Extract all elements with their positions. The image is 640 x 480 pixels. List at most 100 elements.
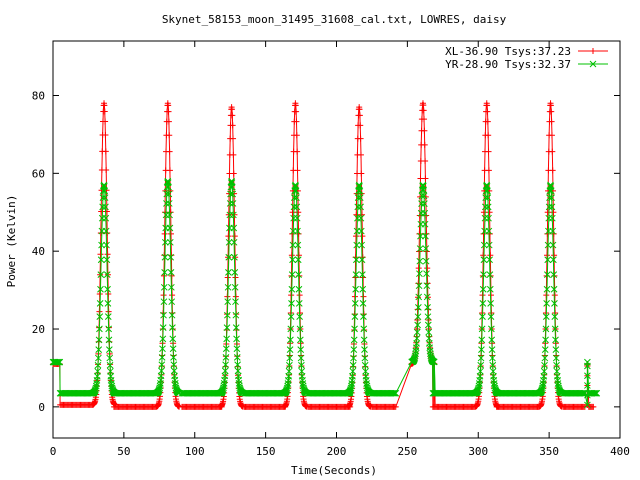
data-point <box>352 256 360 264</box>
data-point <box>232 298 239 306</box>
data-point <box>360 313 367 320</box>
series-line <box>53 103 594 409</box>
data-point <box>542 336 549 344</box>
x-tick-label: 100 <box>185 445 205 458</box>
data-point <box>488 325 495 333</box>
data-point <box>424 265 431 272</box>
data-point <box>354 203 362 211</box>
x-tick-label: 200 <box>327 445 347 458</box>
data-point <box>485 214 492 222</box>
data-point <box>105 325 112 333</box>
data-point <box>413 334 421 342</box>
data-point <box>225 238 233 246</box>
data-point <box>102 203 109 211</box>
data-point <box>288 300 295 307</box>
data-point <box>415 282 423 290</box>
data-point <box>169 335 177 343</box>
data-point <box>482 194 490 201</box>
y-tick-label: 80 <box>32 89 45 102</box>
data-point <box>158 361 166 369</box>
data-point <box>228 177 235 185</box>
data-point <box>584 401 591 409</box>
data-point <box>297 354 305 362</box>
data-point <box>547 187 555 195</box>
data-point <box>480 271 487 278</box>
data-point <box>168 230 175 237</box>
data-point <box>102 118 109 125</box>
data-point <box>480 241 488 249</box>
data-point <box>227 190 234 198</box>
data-point <box>486 271 494 278</box>
data-point <box>551 325 559 333</box>
data-point <box>551 300 558 307</box>
data-point <box>423 230 430 237</box>
data-point <box>356 194 364 201</box>
series-line <box>53 180 597 406</box>
data-point <box>356 187 364 195</box>
data-point <box>421 116 428 123</box>
data-point <box>477 361 485 369</box>
data-point <box>286 354 294 362</box>
data-point <box>477 354 485 362</box>
data-point <box>289 241 297 249</box>
data-point <box>424 321 432 329</box>
data-point <box>223 311 231 319</box>
x-tick-label: 300 <box>468 445 488 458</box>
data-point <box>543 300 550 307</box>
legend-entry-marker <box>590 48 596 54</box>
data-point <box>165 102 172 109</box>
data-point <box>221 367 229 375</box>
data-point <box>225 233 232 240</box>
data-point <box>166 238 174 246</box>
data-point <box>478 325 486 333</box>
data-point <box>416 270 423 278</box>
data-point <box>357 135 364 142</box>
data-point <box>169 324 176 331</box>
data-point <box>98 241 105 249</box>
data-point <box>361 346 368 353</box>
data-point <box>418 192 426 200</box>
data-point <box>481 203 489 211</box>
data-point <box>479 292 486 299</box>
data-point <box>420 192 428 200</box>
data-point <box>483 183 490 190</box>
data-point <box>228 183 236 191</box>
series-yr <box>49 177 601 409</box>
data-point <box>287 325 295 333</box>
data-point <box>545 203 553 211</box>
data-point <box>584 358 591 366</box>
data-point <box>413 328 421 336</box>
data-point <box>97 285 104 293</box>
data-point <box>423 282 431 290</box>
data-point <box>416 212 423 219</box>
data-point <box>165 118 172 125</box>
data-point <box>230 238 238 246</box>
data-point <box>104 230 111 237</box>
data-point <box>415 265 422 272</box>
data-point <box>164 177 172 185</box>
data-point <box>424 313 432 321</box>
data-point <box>105 346 113 353</box>
data-point <box>231 269 239 276</box>
data-point <box>169 345 177 353</box>
data-point <box>225 211 232 218</box>
data-point <box>225 269 232 276</box>
data-point <box>160 311 167 319</box>
data-point <box>223 335 230 343</box>
data-point <box>163 190 171 198</box>
data-point <box>360 336 368 344</box>
data-point <box>349 367 357 375</box>
data-point <box>166 224 174 232</box>
data-point <box>293 194 300 201</box>
data-point <box>96 325 103 333</box>
data-point <box>101 194 109 201</box>
data-point <box>104 251 111 258</box>
data-point <box>484 203 492 211</box>
data-point <box>487 300 495 307</box>
data-point <box>164 179 171 186</box>
data-point <box>353 241 361 249</box>
data-point <box>159 335 167 343</box>
y-tick-label: 0 <box>38 401 45 414</box>
data-point <box>288 271 296 278</box>
x-tick-label: 0 <box>50 445 57 458</box>
